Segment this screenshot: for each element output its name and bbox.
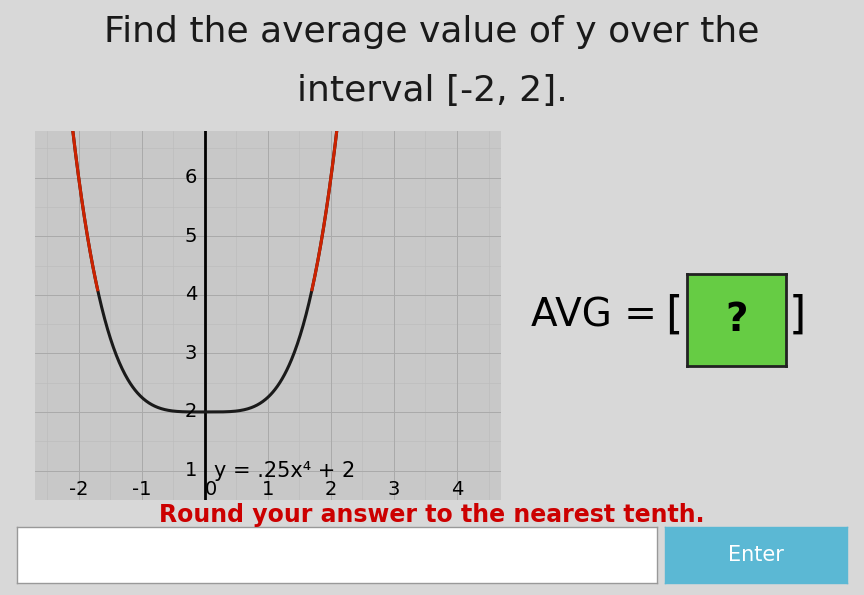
Text: 1: 1 [262, 480, 274, 499]
Text: 2: 2 [185, 402, 197, 421]
Text: Find the average value of y over the: Find the average value of y over the [105, 15, 759, 49]
Text: 2: 2 [325, 480, 337, 499]
Text: 6: 6 [185, 168, 197, 187]
Text: 1: 1 [185, 461, 197, 480]
Text: [: [ [665, 294, 683, 337]
Text: Enter: Enter [728, 545, 784, 565]
Text: 3: 3 [185, 344, 197, 363]
Text: 4: 4 [451, 480, 463, 499]
Text: 4: 4 [185, 286, 197, 305]
Text: interval [-2, 2].: interval [-2, 2]. [296, 74, 568, 108]
Text: -1: -1 [132, 480, 151, 499]
Text: 5: 5 [185, 227, 197, 246]
Text: Round your answer to the nearest tenth.: Round your answer to the nearest tenth. [159, 503, 705, 527]
Text: ]: ] [789, 294, 806, 337]
Text: 3: 3 [388, 480, 400, 499]
Text: 0: 0 [205, 480, 217, 499]
Text: AVG =: AVG = [531, 296, 670, 334]
Text: y = .25x⁴ + 2: y = .25x⁴ + 2 [214, 461, 355, 481]
Text: ?: ? [725, 301, 748, 339]
Text: -2: -2 [69, 480, 88, 499]
